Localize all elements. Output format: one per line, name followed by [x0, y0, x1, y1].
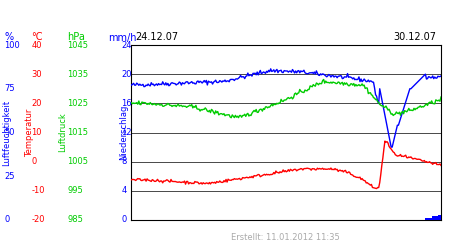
- Text: 20: 20: [32, 99, 42, 108]
- Bar: [433, 216, 435, 220]
- Text: 50: 50: [4, 128, 15, 137]
- Text: Luftfeuchtigkeit: Luftfeuchtigkeit: [2, 100, 11, 166]
- Text: 1015: 1015: [68, 128, 89, 137]
- Text: 985: 985: [68, 216, 83, 224]
- Text: 1035: 1035: [68, 70, 89, 79]
- Text: 0: 0: [122, 216, 127, 224]
- Bar: [438, 214, 440, 220]
- Bar: [434, 216, 436, 220]
- Text: 0: 0: [4, 216, 10, 224]
- Text: 12: 12: [122, 128, 132, 137]
- Text: %: %: [4, 32, 13, 42]
- Text: Temperatur: Temperatur: [25, 108, 34, 157]
- Text: -20: -20: [32, 216, 45, 224]
- Bar: [428, 218, 430, 220]
- Text: 30.12.07: 30.12.07: [393, 32, 436, 42]
- Text: 100: 100: [4, 40, 20, 50]
- Bar: [430, 218, 432, 220]
- Text: 995: 995: [68, 186, 83, 195]
- Text: 1005: 1005: [68, 157, 89, 166]
- Bar: [437, 216, 439, 220]
- Text: Erstellt: 11.01.2012 11:35: Erstellt: 11.01.2012 11:35: [231, 234, 340, 242]
- Text: 0: 0: [32, 157, 37, 166]
- Bar: [436, 216, 438, 220]
- Text: mm/h: mm/h: [108, 32, 136, 42]
- Text: 75: 75: [4, 84, 15, 93]
- Bar: [427, 218, 428, 220]
- Text: 24: 24: [122, 40, 132, 50]
- Bar: [440, 214, 442, 220]
- Text: 10: 10: [32, 128, 42, 137]
- Text: °C: °C: [32, 32, 43, 42]
- Text: -10: -10: [32, 186, 45, 195]
- Bar: [428, 218, 431, 220]
- Text: 16: 16: [122, 99, 132, 108]
- Text: 30: 30: [32, 70, 42, 79]
- Bar: [435, 216, 437, 220]
- Bar: [425, 218, 428, 220]
- Text: 1025: 1025: [68, 99, 89, 108]
- Text: 8: 8: [122, 157, 127, 166]
- Text: 1045: 1045: [68, 40, 89, 50]
- Text: hPa: hPa: [68, 32, 86, 42]
- Bar: [432, 216, 434, 220]
- Text: Luftdruck: Luftdruck: [58, 112, 68, 152]
- Text: 4: 4: [122, 186, 127, 195]
- Text: 40: 40: [32, 40, 42, 50]
- Bar: [431, 218, 433, 220]
- Text: 20: 20: [122, 70, 132, 79]
- Text: Niederschlag: Niederschlag: [119, 105, 128, 160]
- Text: 25: 25: [4, 172, 15, 181]
- Text: 24.12.07: 24.12.07: [135, 32, 178, 42]
- Bar: [439, 214, 441, 220]
